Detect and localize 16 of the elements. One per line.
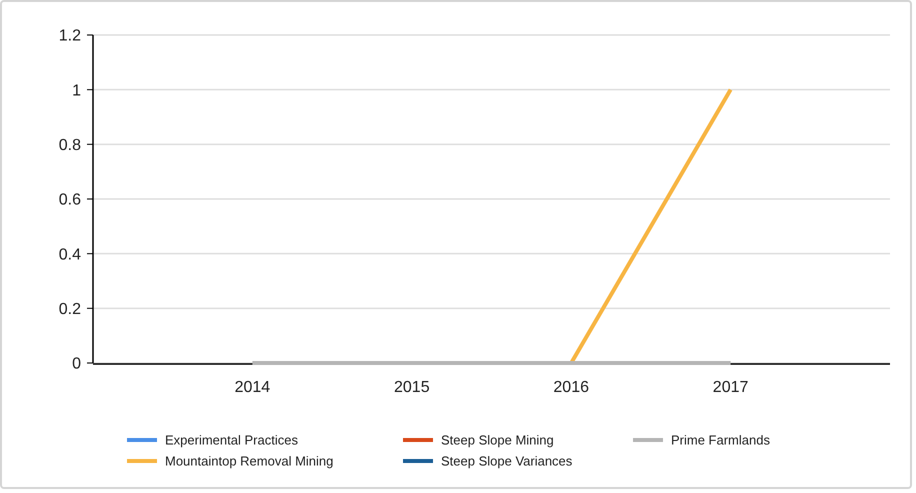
y-tick-label: 1.2 [58, 28, 82, 45]
y-tick-label: 0 [72, 356, 82, 373]
x-tick-label: 2015 [394, 379, 430, 396]
x-tick-label: 2016 [553, 379, 590, 396]
y-tick-label: 0.4 [58, 246, 82, 264]
legend-label: Experimental Practices [165, 432, 298, 448]
legend-label: Steep Slope Variances [441, 454, 573, 469]
x-tick-label: 2017 [712, 379, 748, 396]
legend-label: Steep Slope Mining [441, 432, 554, 448]
y-tick-label: 0.2 [58, 300, 82, 318]
legend-label: Prime Farmlands [671, 432, 770, 448]
y-tick-label: 0.6 [58, 192, 82, 209]
y-tick-label: 0.8 [58, 136, 82, 154]
legend-label: Mountaintop Removal Mining [165, 454, 334, 469]
x-tick-label: 2014 [234, 379, 270, 396]
y-tick-label: 1 [72, 82, 82, 100]
